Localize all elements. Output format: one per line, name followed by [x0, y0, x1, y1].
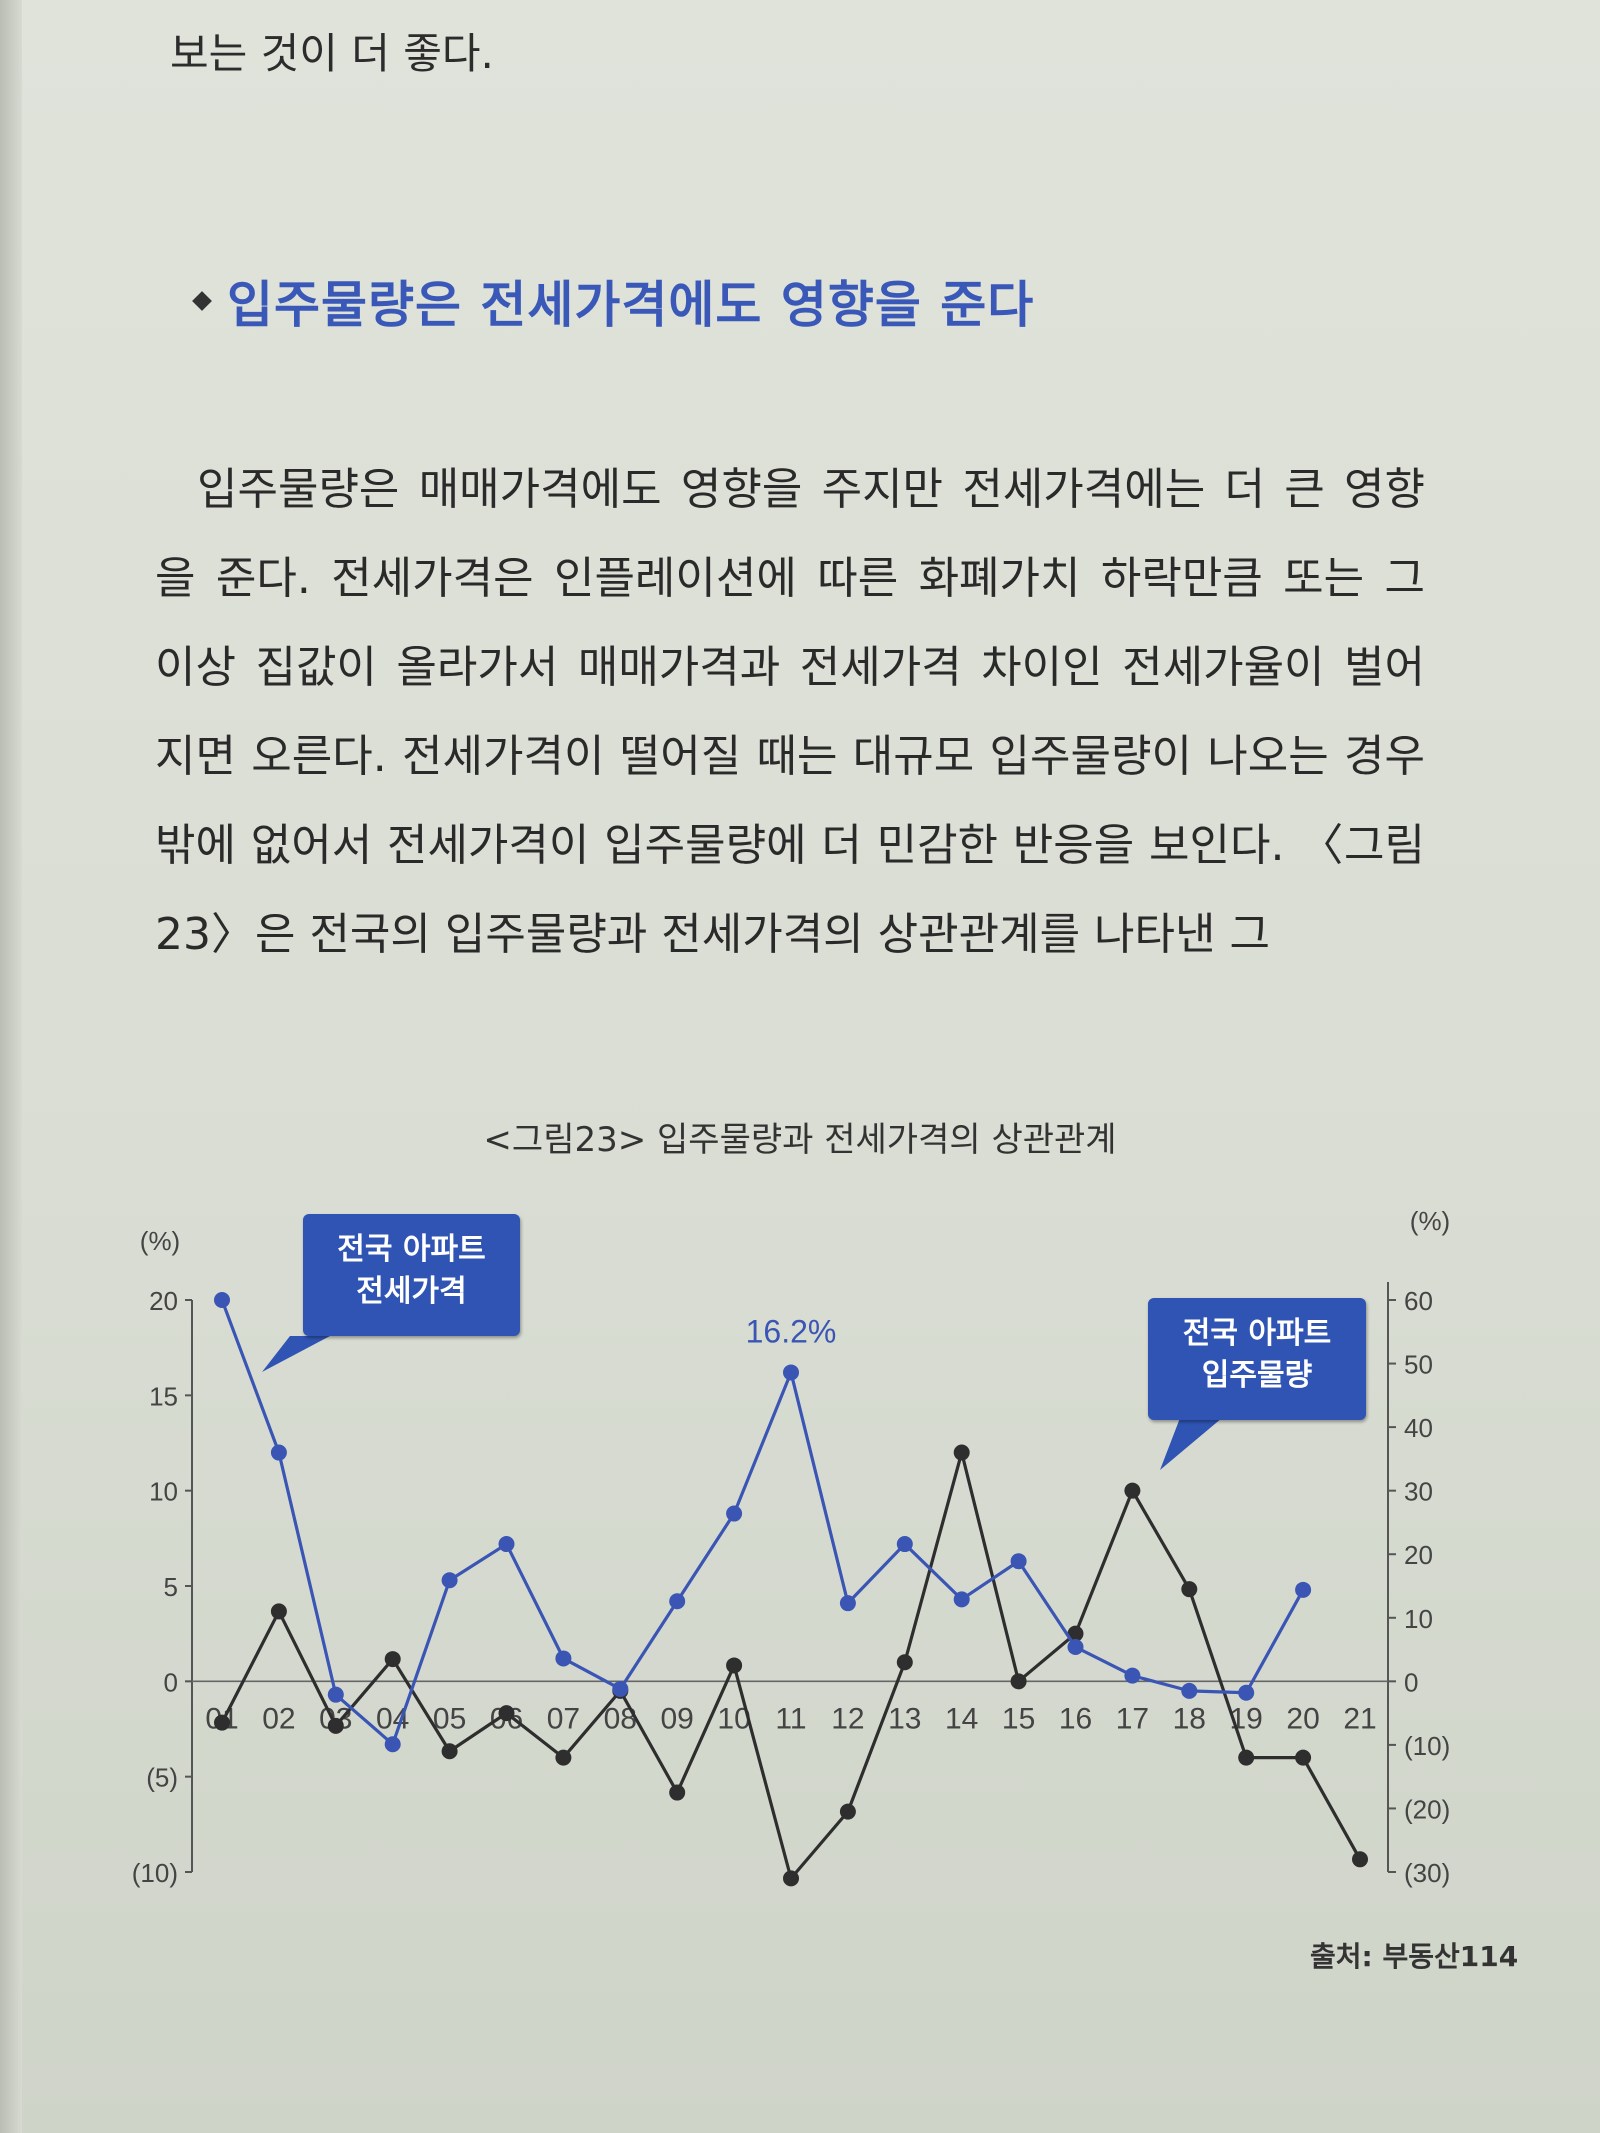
jeonse-price-point	[1010, 1553, 1027, 1570]
right-axis-tick-label: 30	[1404, 1477, 1433, 1507]
right-axis-tick-label: 40	[1404, 1413, 1433, 1443]
supply-volume-point	[953, 1444, 970, 1461]
right-axis-tick-label: (20)	[1404, 1794, 1450, 1824]
left-axis-tick-label: (10)	[132, 1858, 178, 1888]
jeonse-price-point	[270, 1444, 287, 1461]
supply-volume-point	[270, 1603, 287, 1620]
jeonse-price-point	[441, 1572, 458, 1589]
jeonse-price-point	[896, 1536, 913, 1553]
supply-volume-point	[441, 1743, 458, 1760]
supply-volume-point	[669, 1784, 686, 1801]
figure-caption: <그림23> 입주물량과 전세가격의 상관관계	[483, 1120, 1117, 1160]
section-heading: 입주물량은 전세가격에도 영향을 준다	[192, 265, 1035, 337]
x-tick-label: 16	[1059, 1702, 1092, 1735]
supply-volume-point	[896, 1654, 913, 1671]
right-axis-tick-label: 10	[1404, 1604, 1433, 1634]
left-axis-tick-label: (5)	[146, 1763, 178, 1793]
supply-volume-point	[327, 1717, 344, 1734]
supply-volume-point	[555, 1749, 572, 1766]
x-tick-label: 07	[547, 1702, 580, 1735]
left-axis-unit: (%)	[140, 1226, 180, 1256]
jeonse-price-point	[1295, 1581, 1312, 1598]
chart-series	[214, 1292, 1368, 1887]
supply-volume-point	[726, 1657, 743, 1674]
jeonse-price-point	[327, 1686, 344, 1703]
supply-volume-point	[214, 1714, 230, 1731]
source-note: 출처: 부동산114	[1310, 1940, 1519, 1973]
x-tick-label: 17	[1116, 1702, 1149, 1735]
left-axis-tick-label: 15	[149, 1381, 178, 1411]
jeonse-price-point	[1067, 1639, 1084, 1656]
x-tick-label: 14	[945, 1702, 978, 1735]
left-axis-tick-label: 0	[164, 1667, 178, 1697]
x-tick-label: 08	[604, 1702, 637, 1735]
callout-jeonse-price: 전국 아파트 전세가격	[303, 1214, 520, 1336]
supply-volume-point	[1181, 1581, 1198, 1598]
x-tick-label: 21	[1343, 1702, 1376, 1735]
left-axis-tick-label: 10	[149, 1477, 178, 1507]
supply-volume-point	[1067, 1625, 1084, 1642]
right-axis-tick-label: 20	[1404, 1540, 1433, 1570]
supply-volume-point	[1238, 1749, 1255, 1766]
callout-supply-volume-label: 전국 아파트 입주물량	[1182, 1316, 1332, 1393]
body-paragraph: 입주물량은 매매가격에도 영향을 주지만 전세가격에는 더 큰 영향을 준다. …	[155, 464, 1425, 960]
x-tick-label: 09	[661, 1702, 694, 1735]
callout-supply-pointer	[1160, 1418, 1222, 1470]
supply-volume-point	[783, 1870, 799, 1887]
jeonse-price-point	[839, 1595, 856, 1612]
supply-volume-point	[384, 1651, 401, 1668]
intro-line: 보는 것이 더 좋다.	[170, 29, 494, 78]
supply-volume-point	[1295, 1749, 1312, 1766]
section-title: 입주물량은 전세가격에도 영향을 준다	[227, 276, 1035, 334]
supply-volume-point	[1124, 1482, 1141, 1499]
x-tick-label: 13	[888, 1702, 921, 1735]
x-tick-label: 20	[1286, 1702, 1319, 1735]
jeonse-price-point	[669, 1593, 686, 1610]
jeonse-price-point	[783, 1364, 799, 1381]
callout-supply-volume: 전국 아파트 입주물량	[1148, 1298, 1366, 1420]
x-tick-label: 12	[831, 1702, 864, 1735]
right-axis-tick-label: 60	[1404, 1286, 1433, 1316]
callout-jeonse-pointer	[262, 1336, 330, 1372]
jeonse-price-point	[214, 1292, 230, 1308]
x-tick-label: 02	[262, 1702, 295, 1735]
x-tick-label: 11	[775, 1702, 806, 1735]
right-axis-tick-label: (10)	[1404, 1731, 1450, 1761]
left-axis-tick-label: 20	[149, 1286, 178, 1316]
chart-labels: 16.2%	[262, 1313, 1222, 1470]
supply-volume-point	[839, 1803, 856, 1820]
supply-volume-point	[498, 1705, 515, 1722]
jeonse-price-point	[1238, 1684, 1255, 1701]
x-tick-label: 19	[1230, 1702, 1263, 1735]
supply-volume-point	[1352, 1851, 1368, 1868]
x-tick-label: 05	[433, 1702, 466, 1735]
jeonse-price-line	[220, 1299, 1305, 1746]
jeonse-price-point	[498, 1536, 515, 1553]
right-axis-unit: (%)	[1410, 1206, 1450, 1236]
page-gutter	[0, 0, 22, 2133]
jeonse-price-point	[612, 1680, 629, 1697]
right-axis-tick-label: 0	[1404, 1667, 1418, 1697]
x-tick-label: 18	[1173, 1702, 1206, 1735]
jeonse-price-point	[555, 1650, 572, 1667]
jeonse-price-point	[953, 1591, 970, 1608]
jeonse-price-point	[1181, 1682, 1198, 1699]
left-axis-tick-label: 5	[164, 1572, 178, 1602]
callout-jeonse-price-label: 전국 아파트 전세가격	[337, 1232, 486, 1309]
peak-value-label: 16.2%	[746, 1313, 837, 1349]
jeonse-price-point	[1124, 1667, 1141, 1684]
jeonse-price-point	[384, 1736, 401, 1753]
x-tick-label: 15	[1002, 1702, 1035, 1735]
right-axis-tick-label: 50	[1404, 1350, 1433, 1380]
jeonse-price-point	[726, 1505, 743, 1522]
supply-volume-point	[1010, 1673, 1027, 1690]
right-axis-tick-label: (30)	[1404, 1858, 1450, 1888]
